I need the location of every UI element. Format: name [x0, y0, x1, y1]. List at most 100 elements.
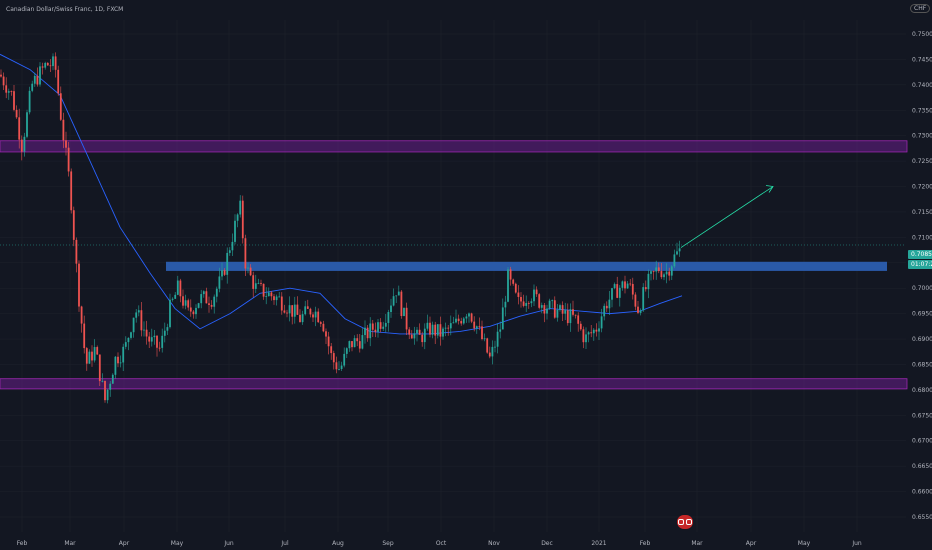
candle-body	[611, 288, 613, 300]
candle-body	[252, 275, 255, 289]
x-tick-label: Aug	[332, 540, 344, 547]
candle-body	[41, 66, 44, 68]
candle-body	[600, 316, 603, 329]
candle-body	[551, 300, 554, 302]
candle-body	[140, 310, 143, 331]
candle-body	[527, 303, 530, 304]
candle-body	[80, 306, 83, 324]
currency-badge[interactable]: CHF	[910, 4, 931, 13]
y-tick-label: 0.65500	[912, 514, 932, 521]
moving-average	[0, 53, 683, 335]
candle-body	[353, 338, 356, 348]
candle-body	[88, 351, 91, 364]
candle-body	[135, 312, 138, 318]
candle-body	[314, 311, 317, 318]
candle-body	[585, 334, 587, 343]
candle-body	[595, 329, 598, 332]
candle-body	[104, 380, 106, 401]
candle-body	[93, 347, 96, 361]
candle-body	[423, 328, 426, 343]
candle-body	[241, 200, 244, 239]
candle-body	[457, 318, 460, 322]
candle-body	[507, 269, 509, 302]
candle-body	[231, 241, 234, 251]
candle-body	[226, 252, 229, 275]
candle-body	[176, 280, 179, 295]
candle-body	[202, 291, 205, 295]
record-icon[interactable]	[677, 515, 693, 529]
candle-body	[137, 310, 140, 313]
candle-body	[57, 69, 60, 94]
candle-body	[197, 303, 200, 308]
candle-body	[374, 329, 377, 332]
candle-body	[384, 322, 387, 327]
candle-body	[223, 270, 226, 275]
candle-body	[291, 305, 294, 317]
candle-body	[114, 356, 117, 375]
support-zone	[0, 378, 908, 390]
x-tick-label: Mar	[691, 540, 703, 547]
candle-body	[296, 304, 299, 315]
candle-body	[486, 338, 489, 353]
candle-body	[546, 308, 548, 314]
candle-body	[179, 280, 182, 297]
candle-body	[452, 322, 455, 324]
candle-body	[371, 323, 374, 330]
candle-body	[434, 324, 437, 336]
candle-body	[91, 351, 93, 361]
candle-body	[639, 310, 642, 313]
arrow-line	[680, 186, 774, 248]
countdown-badge: 01:07:22	[908, 260, 932, 269]
candle-body	[348, 341, 351, 349]
candle-body	[70, 171, 73, 211]
candle-body	[626, 283, 629, 289]
candle-body	[566, 310, 569, 324]
candle-body	[254, 283, 257, 289]
candle-body	[150, 337, 153, 342]
candle-body	[361, 335, 364, 349]
candle-body	[426, 322, 429, 329]
candle-body	[257, 282, 260, 284]
candle-body	[44, 62, 47, 68]
candle-body	[574, 314, 577, 316]
x-tick-label: 2021	[591, 540, 606, 547]
candle-body	[171, 298, 174, 300]
candle-body	[520, 296, 522, 302]
candle-body	[514, 283, 517, 293]
candle-body	[421, 334, 424, 343]
x-tick-label: Jul	[280, 540, 289, 547]
candle-body	[208, 303, 210, 306]
candle-body	[304, 306, 307, 315]
candle-body	[2, 76, 5, 86]
candle-body	[478, 326, 481, 328]
zones	[0, 140, 908, 390]
candle-body	[169, 299, 171, 328]
candle-body	[127, 337, 130, 343]
candle-body	[676, 251, 678, 255]
candle-body	[642, 287, 645, 311]
candle-body	[119, 362, 122, 364]
candle-body	[647, 273, 650, 290]
x-tick-label: Mar	[64, 540, 76, 547]
x-tick-label: Jun	[223, 540, 234, 547]
candle-body	[309, 308, 312, 315]
candle-body	[72, 210, 75, 240]
candle-body	[652, 271, 655, 272]
candle-body	[145, 329, 148, 337]
candle-body	[618, 287, 621, 298]
candle-body	[509, 269, 512, 280]
candle-body	[517, 292, 520, 297]
time-axis: Feb Mar Apr May Jun Jul Aug Sep Oct Nov Dec 2021 Feb…	[17, 540, 862, 547]
candle-body	[52, 56, 54, 67]
candle-body	[504, 301, 507, 308]
candle-body	[301, 314, 304, 323]
